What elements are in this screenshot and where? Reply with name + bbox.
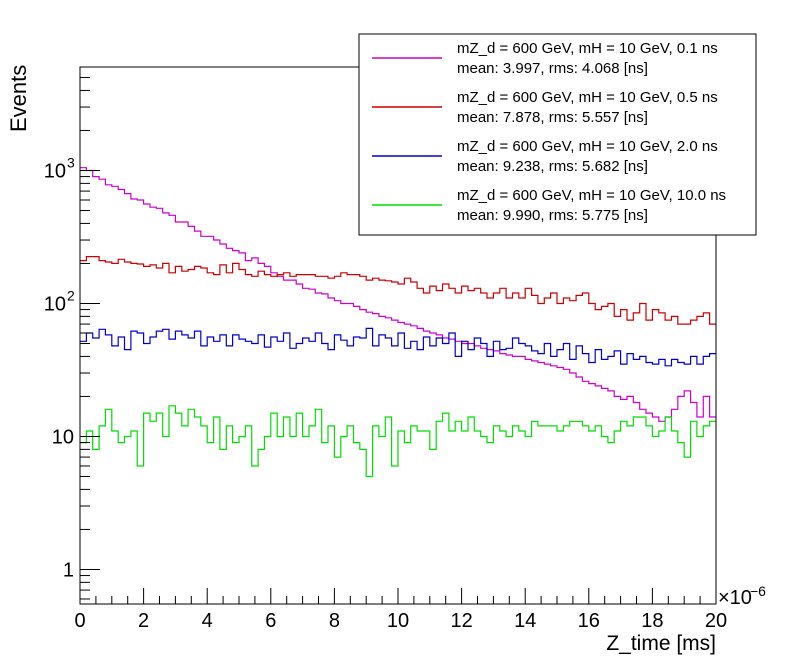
- x-tick-label: 16: [578, 610, 600, 632]
- legend-stats: mean: 9.238, rms: 5.682 [ns]: [457, 158, 648, 175]
- y-tick-label-group: 10 3: [44, 154, 75, 182]
- x-multiplier-base: ×10: [718, 587, 752, 609]
- legend: mZ_d = 600 GeV, mH = 10 GeV, 0.1 ns mean…: [358, 33, 757, 236]
- y-axis-label: Events: [6, 65, 31, 132]
- y-tick-label: 10: [52, 426, 74, 448]
- x-multiplier: ×10 −6: [718, 583, 766, 609]
- x-tick-label: 14: [514, 610, 536, 632]
- x-tick-label: 12: [450, 610, 472, 632]
- x-tick-label: 10: [387, 610, 409, 632]
- y-tick-label: 10: [44, 293, 66, 315]
- legend-entry: mZ_d = 600 GeV, mH = 10 GeV, 2.0 ns mean…: [372, 138, 718, 175]
- legend-entry: mZ_d = 600 GeV, mH = 10 GeV, 0.1 ns mean…: [372, 40, 718, 77]
- x-multiplier-exponent: −6: [750, 583, 766, 599]
- y-tick-label-group: 1: [63, 559, 74, 581]
- series-line-2-0-ns: [80, 327, 716, 367]
- x-tick-label: 18: [641, 610, 663, 632]
- legend-label: mZ_d = 600 GeV, mH = 10 GeV, 0.1 ns: [457, 40, 718, 57]
- x-axis: 0 2 4 6 8 10 12 14 16 18 20: [74, 588, 727, 632]
- x-tick-label: 8: [329, 610, 340, 632]
- series-line-0-5-ns: [80, 256, 716, 325]
- x-tick-label: 2: [138, 610, 149, 632]
- y-tick-exponent: 2: [67, 287, 75, 303]
- legend-entry: mZ_d = 600 GeV, mH = 10 GeV, 0.5 ns mean…: [372, 89, 718, 126]
- y-tick-exponent: 3: [67, 154, 75, 170]
- x-axis-label: Z_time [ms]: [606, 632, 716, 655]
- series-line-10-0-ns: [80, 405, 716, 478]
- y-tick-label: 10: [44, 160, 66, 182]
- legend-label: mZ_d = 600 GeV, mH = 10 GeV, 10.0 ns: [457, 187, 726, 204]
- series-line-0-1-ns: [80, 167, 716, 422]
- legend-stats: mean: 7.878, rms: 5.557 [ns]: [457, 109, 648, 126]
- legend-stats: mean: 9.990, rms: 5.775 [ns]: [457, 207, 648, 224]
- legend-stats: mean: 3.997, rms: 4.068 [ns]: [457, 60, 648, 77]
- x-tick-label: 0: [74, 610, 85, 632]
- y-tick-label: 1: [63, 559, 74, 581]
- x-tick-label: 6: [265, 610, 276, 632]
- legend-entry: mZ_d = 600 GeV, mH = 10 GeV, 10.0 ns mea…: [372, 187, 726, 224]
- legend-box: [358, 33, 757, 236]
- x-tick-label: 20: [705, 610, 727, 632]
- legend-label: mZ_d = 600 GeV, mH = 10 GeV, 2.0 ns: [457, 138, 718, 155]
- x-tick-label: 4: [202, 610, 213, 632]
- legend-label: mZ_d = 600 GeV, mH = 10 GeV, 0.5 ns: [457, 89, 718, 106]
- series-layer: [80, 167, 716, 478]
- y-tick-label-group: 10 2: [44, 287, 75, 315]
- y-tick-label-group: 10: [52, 426, 74, 448]
